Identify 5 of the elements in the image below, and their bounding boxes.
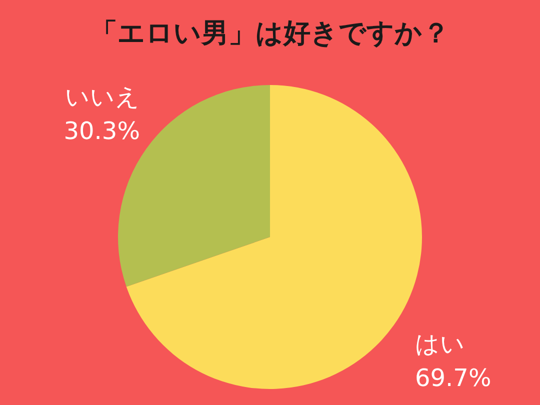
slice-label: はい	[415, 330, 465, 358]
slice-label: いいえ	[65, 83, 140, 111]
data-label: 69.7%	[415, 364, 492, 392]
data-label: 30.3%	[64, 117, 140, 145]
chart-title: 「エロい男」は好きですか？	[90, 18, 450, 49]
